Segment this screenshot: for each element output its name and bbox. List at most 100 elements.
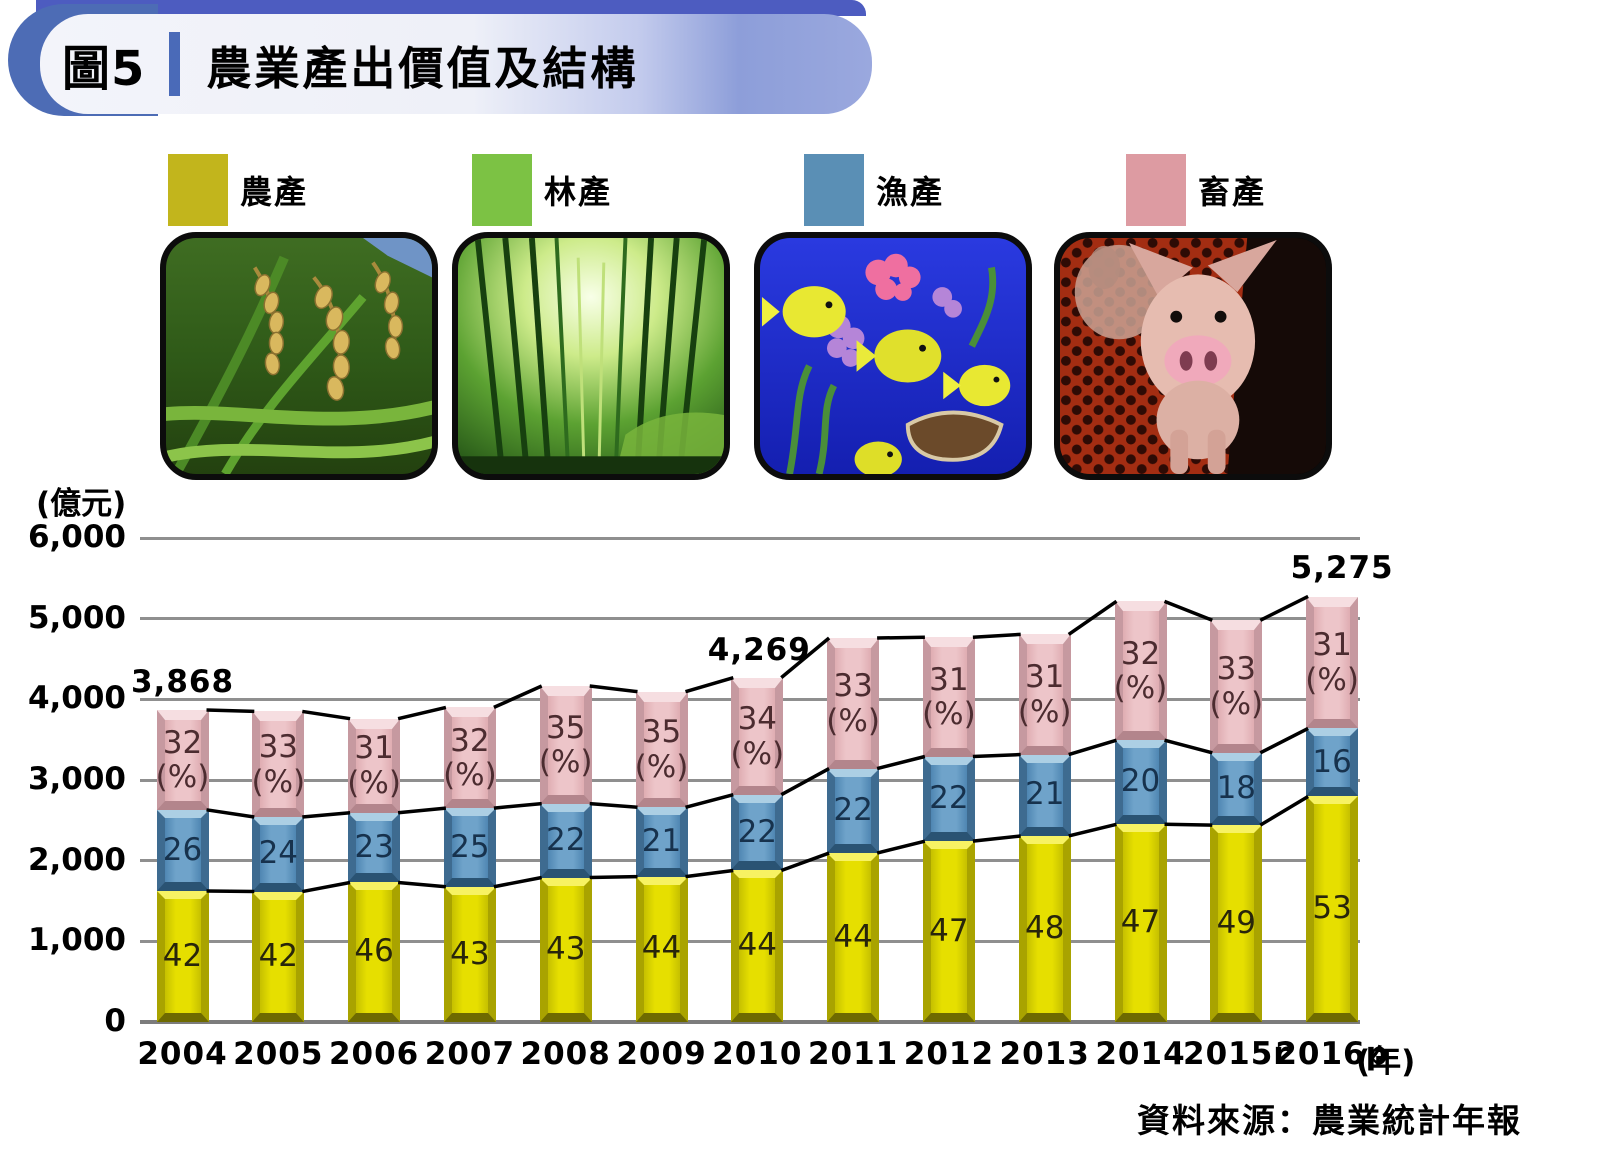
total-annotation-2004: 3,868 [130, 663, 235, 700]
segment-livestock: 33 (%) [1209, 620, 1264, 753]
segment-fishery: 22 [731, 794, 784, 871]
segment-agri: 44 [635, 876, 688, 1022]
bar-2015r: 49 18 33 (%) [1209, 620, 1264, 1022]
bar-2009: 44 21 35 (%) [635, 691, 688, 1022]
segment-livestock-label: 34 (%) [730, 700, 785, 772]
legend-item-livestock: 畜產 [1054, 150, 1332, 230]
segment-agri: 44 [827, 853, 880, 1022]
banner-top-strip [36, 0, 866, 16]
legend-item-fishery: 漁產 [754, 150, 1032, 230]
bar-2012: 47 22 31 (%) [922, 637, 976, 1022]
segment-agri-label: 43 [450, 935, 490, 972]
segment-agri-label: 47 [929, 912, 969, 949]
x-tick-label-2007: 2007 [424, 1036, 516, 1072]
x-axis-unit-label: (年) [1356, 1044, 1416, 1080]
bar-2016p: 53 16 31 (%) [1305, 596, 1359, 1022]
segment-fishery: 24 [252, 817, 305, 892]
segment-fishery-label: 16 [1312, 743, 1352, 780]
photo-tropical-fish [754, 232, 1032, 480]
source-note: 資料來源：農業統計年報 [1137, 1101, 1522, 1140]
segment-fishery-label: 24 [258, 835, 299, 872]
segment-livestock: 35 (%) [538, 686, 593, 804]
photo-rice-field [160, 232, 438, 480]
segment-agri-label: 44 [833, 918, 873, 955]
segment-fishery: 18 [1210, 752, 1263, 826]
x-axis-line [140, 1020, 1360, 1024]
bamboo-forest-illustration [458, 238, 724, 474]
x-tick-label-2015r: 2015r [1183, 1036, 1290, 1072]
bar-2006: 46 23 31 (%) [347, 718, 401, 1022]
segment-agri: 42 [156, 890, 209, 1022]
segment-fishery-label: 22 [737, 813, 778, 850]
x-tick-label-2014: 2014 [1095, 1036, 1186, 1072]
legend-label-fishery: 漁產 [876, 173, 945, 211]
segment-livestock: 32 (%) [155, 709, 210, 810]
gridline [140, 617, 1360, 621]
legend-swatch-livestock [1126, 154, 1186, 226]
x-tick-label-2010: 2010 [712, 1036, 803, 1072]
segment-fishery: 25 [443, 808, 496, 887]
x-tick-label-2016p: 2016p [1275, 1036, 1389, 1072]
segment-agri: 43 [443, 886, 496, 1022]
segment-fishery: 21 [635, 807, 688, 877]
segment-livestock: 31 (%) [922, 637, 976, 757]
x-tick-label-2006: 2006 [328, 1036, 420, 1072]
segment-fishery-label: 18 [1216, 770, 1257, 807]
segment-livestock-label: 35 (%) [538, 709, 593, 781]
gridline [140, 536, 1360, 540]
segment-agri-label: 53 [1312, 890, 1352, 927]
bar-2007: 43 25 32 (%) [443, 707, 497, 1022]
segment-livestock: 33 (%) [251, 711, 306, 818]
segment-livestock-label: 33 (%) [251, 729, 306, 800]
y-tick-label: 0 [104, 1003, 126, 1039]
tropical-fish-illustration [760, 238, 1026, 474]
bar-2013: 48 21 31 (%) [1018, 634, 1072, 1022]
y-tick-label: 2,000 [27, 841, 126, 878]
segment-fishery-label: 22 [929, 779, 969, 816]
segment-fishery: 22 [539, 803, 592, 878]
segment-livestock-label: 32 (%) [155, 724, 210, 796]
segment-agri-label: 47 [1120, 904, 1161, 941]
segment-fishery: 21 [1018, 754, 1071, 836]
legend-label-forest: 林產 [544, 173, 613, 211]
segment-agri: 42 [252, 891, 305, 1022]
rice-field-illustration [166, 238, 432, 474]
segment-livestock: 34 (%) [730, 677, 785, 795]
segment-fishery-label: 21 [1024, 776, 1065, 813]
segment-livestock: 35 (%) [635, 691, 688, 808]
segment-agri: 53 [1306, 796, 1359, 1022]
legend-label-livestock: 畜產 [1198, 173, 1267, 211]
segment-livestock: 31 (%) [1305, 596, 1359, 729]
segment-agri: 47 [1114, 824, 1167, 1022]
figure-number: 圖5 [62, 41, 146, 97]
segment-livestock-label: 32 (%) [1113, 635, 1168, 707]
segment-livestock-label: 33 (%) [1209, 651, 1264, 723]
segment-livestock-label: 31 (%) [1305, 627, 1359, 698]
segment-fishery-label: 20 [1120, 763, 1161, 800]
segment-fishery-label: 25 [450, 828, 490, 865]
segment-agri: 44 [731, 870, 784, 1022]
segment-fishery-label: 22 [545, 821, 586, 858]
bar-2005: 42 24 33 (%) [251, 711, 306, 1022]
segment-livestock: 31 (%) [1018, 634, 1072, 755]
y-tick-label: 4,000 [27, 680, 126, 717]
bar-2011: 44 22 33 (%) [826, 638, 880, 1022]
segment-livestock: 32 (%) [443, 707, 497, 809]
segment-agri: 49 [1210, 825, 1263, 1022]
segment-fishery-label: 23 [354, 828, 394, 865]
segment-agri-label: 48 [1024, 910, 1065, 947]
photo-piglet [1054, 232, 1332, 480]
bar-2004: 42 26 32 (%) [155, 709, 210, 1022]
legend-swatch-fishery [804, 154, 864, 226]
segment-agri: 48 [1018, 835, 1071, 1022]
segment-fishery: 22 [922, 756, 975, 842]
segment-agri-label: 42 [258, 937, 299, 974]
x-tick-label-2013: 2013 [999, 1036, 1090, 1072]
x-tick-label-2004: 2004 [137, 1036, 228, 1072]
x-tick-label-2008: 2008 [520, 1036, 611, 1072]
legend-swatch-forest [472, 154, 532, 226]
y-tick-label: 1,000 [27, 922, 126, 959]
segment-livestock: 32 (%) [1113, 601, 1168, 741]
stacked-bar-chart: 0 1,000 2,000 3,000 4,000 5,000 6,000 42 26 32 (%)… [28, 522, 1415, 1081]
